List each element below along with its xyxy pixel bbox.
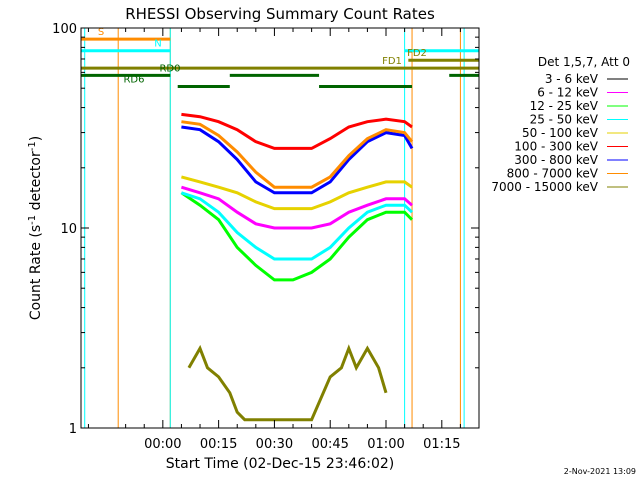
legend-label-3-6-kev: 3 - 6 keV bbox=[545, 72, 599, 86]
x-axis-label: Start Time (02-Dec-15 23:46:02) bbox=[166, 456, 394, 472]
flag-labels: S N FD1 FD2 RD0 RD6 bbox=[98, 27, 427, 85]
y-tick-label-1: 10 bbox=[60, 222, 77, 237]
series-line-300-800-kev bbox=[181, 125, 414, 195]
chart-title: RHESSI Observing Summary Count Rates bbox=[125, 5, 435, 23]
series-line-100-300-kev bbox=[181, 112, 413, 150]
flag-label-fd2: FD2 bbox=[407, 48, 427, 59]
state-change-lines bbox=[84, 28, 465, 428]
legend-label-25-50-kev: 25 - 50 keV bbox=[530, 113, 599, 127]
y-axis-label: Count Rate (s-1 detector-1) bbox=[27, 136, 45, 320]
legend-label-7000-15000-kev: 7000 - 15000 keV bbox=[491, 180, 598, 194]
y-tick-label-2: 100 bbox=[52, 22, 77, 37]
x-tick-label-1: 00:15 bbox=[200, 437, 237, 452]
x-tick-label-3: 00:45 bbox=[311, 437, 348, 452]
legend-label-50-100-kev: 50 - 100 keV bbox=[522, 126, 599, 140]
generation-date: 2-Nov-2021 13:09 bbox=[564, 467, 636, 476]
legend-label-800-7000-kev: 800 - 7000 keV bbox=[507, 167, 599, 181]
x-tick-label-5: 01:15 bbox=[423, 437, 460, 452]
legend-label-100-300-kev: 100 - 300 keV bbox=[514, 140, 598, 154]
flag-label-fd1: FD1 bbox=[382, 56, 402, 67]
series-layer bbox=[180, 112, 414, 422]
series-line-800-7000-kev bbox=[181, 120, 414, 189]
series-line-7000-15000-kev bbox=[187, 344, 388, 422]
legend-label-6-12-kev: 6 - 12 keV bbox=[537, 86, 599, 100]
series-line-25-50-kev bbox=[180, 191, 414, 261]
series-line-12-25-kev bbox=[180, 191, 414, 282]
x-tick-label-2: 00:30 bbox=[256, 437, 293, 452]
x-axis-ticks: 00:00 00:15 00:30 00:45 01:00 01:15 bbox=[87, 28, 480, 452]
y-axis-ticks: 1 10 100 bbox=[52, 22, 479, 437]
plot-area bbox=[81, 28, 479, 428]
flag-label-s: S bbox=[98, 27, 104, 38]
series-line-50-100-kev bbox=[181, 175, 413, 211]
x-tick-label-4: 01:00 bbox=[367, 437, 404, 452]
legend-header: Det 1,5,7, Att 0 bbox=[538, 55, 630, 69]
series-line-6-12-kev bbox=[180, 185, 413, 230]
flag-label-rd0: RD0 bbox=[159, 63, 180, 74]
legend-label-12-25-kev: 12 - 25 keV bbox=[530, 99, 599, 113]
flag-bars bbox=[81, 37, 479, 88]
legend-label-300-800-kev: 300 - 800 keV bbox=[514, 153, 598, 167]
y-tick-label-0: 1 bbox=[69, 422, 77, 437]
flag-label-n: N bbox=[154, 39, 161, 50]
x-tick-label-0: 00:00 bbox=[144, 437, 181, 452]
flag-label-rd6: RD6 bbox=[123, 74, 144, 85]
